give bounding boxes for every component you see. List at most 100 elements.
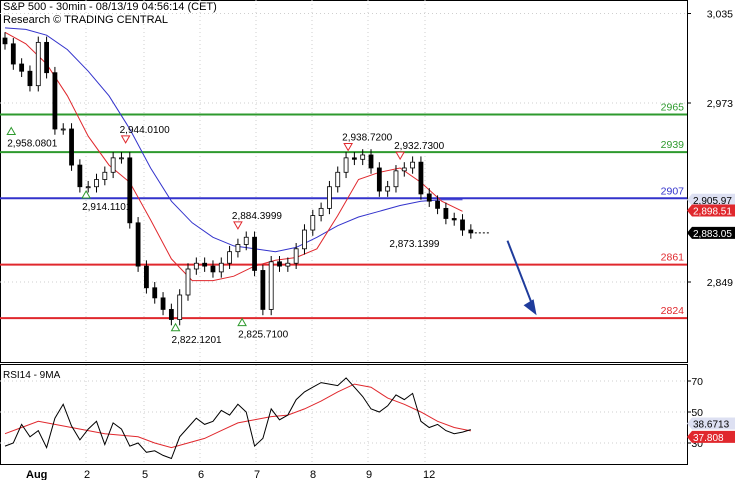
candle-body (451, 218, 457, 221)
candle-body (385, 186, 391, 192)
rsi-title: RSI14 - 9MA (3, 370, 61, 381)
chart-title: S&P 500 - 30min - 08/13/19 04:56:14 (CET… (3, 1, 217, 13)
candle-body (19, 63, 25, 72)
candle-body (327, 186, 332, 209)
price-axis: 3,035 2,973 2,849 Aug 2 5 6 7 8 9 12 2,905.972,898.… (26, 9, 735, 480)
candle-body (160, 297, 166, 310)
candle-body (177, 294, 183, 320)
candle-body (410, 161, 416, 169)
swing-low-label: 2,822.1201 (172, 335, 222, 346)
candle-body (27, 70, 33, 87)
candle-body (185, 268, 191, 296)
candle-body (94, 179, 99, 188)
projection-arrow (506, 240, 535, 309)
candle-body (376, 167, 382, 192)
rsi-panel-frame (0, 364, 688, 465)
level-label: 2907 (661, 185, 685, 197)
rsi-ma-line (4, 383, 471, 449)
rsi-panel: RSI14 - 9MA (0, 364, 688, 465)
swing-high-marker (120, 135, 131, 144)
x-tick-label: 12 (423, 469, 435, 480)
swing-high-marker (395, 151, 405, 161)
candle-body (426, 193, 432, 202)
rsi-tick-label: 50 (691, 407, 703, 419)
candle-body (52, 72, 58, 130)
candle-body (85, 186, 91, 189)
candle-body (193, 262, 199, 270)
candle-body (227, 251, 233, 264)
candle-body (152, 287, 158, 299)
swing-high-marker (343, 142, 354, 152)
rsi-tag-label: 37.808 (693, 433, 724, 444)
candle-body (127, 157, 133, 224)
rsi-tick-label: 30 (691, 438, 703, 450)
candle-body (110, 157, 116, 173)
candle-body (293, 248, 299, 264)
x-tick-label: 2 (84, 469, 90, 480)
price-tag-label: 2,883.05 (693, 229, 732, 240)
candle-body (102, 171, 108, 180)
candle-body (310, 215, 316, 231)
price-tag-bg (687, 204, 735, 217)
candle-body (260, 270, 266, 310)
candle-body (119, 157, 124, 160)
candle-body (243, 236, 249, 245)
candle-body (2, 37, 8, 45)
candle-body (460, 219, 465, 231)
candle-body (351, 157, 357, 160)
candle-body (202, 262, 208, 267)
candle-body (10, 43, 16, 65)
price-tag-bg (687, 193, 735, 206)
candle-body (144, 265, 149, 289)
price-tag-label: 2,898.51 (693, 207, 732, 218)
swing-high-label: 2,938.7200 (342, 132, 392, 143)
swing-low-label: 2,825.7100 (238, 330, 288, 341)
x-tick-label: Aug (26, 469, 47, 480)
chart-source: Research © TRADING CENTRAL (3, 14, 168, 26)
projection-arrowhead (523, 299, 537, 316)
candle-body (318, 207, 324, 216)
candle-body (44, 41, 49, 74)
candle-body (268, 261, 274, 310)
candle-body (35, 41, 41, 87)
candle-body (168, 309, 174, 320)
candle-body (468, 229, 474, 234)
candle-body (360, 154, 366, 160)
candle-body (235, 244, 241, 253)
candle-body (343, 157, 349, 173)
swing-high-label: 2,944.0100 (120, 125, 170, 136)
swing-low-marker (170, 322, 181, 332)
price-panel: 2965 2939 2907 2861 2824 2,958.0801 2,914.1101… (0, 0, 688, 363)
rsi-line (4, 377, 471, 460)
price-tag-label: 2,905.97 (693, 196, 732, 207)
price-tick-label: 2,973 (707, 98, 733, 110)
candle-body (401, 167, 407, 172)
level-label: 2824 (661, 305, 685, 317)
fast-ma-line (4, 31, 463, 282)
price-panel-frame (0, 0, 688, 363)
candle-body (285, 262, 291, 267)
candle-body (335, 171, 341, 188)
candle-body (368, 154, 374, 169)
rsi-tick-label: 70 (691, 376, 703, 388)
price-tick-label: 3,035 (707, 9, 733, 21)
swing-high-label: 2,932.7300 (394, 141, 444, 152)
price-tick-label: 2,849 (707, 277, 733, 289)
candle-body (277, 261, 282, 267)
x-tick-label: 7 (254, 469, 260, 480)
rsi-tag-label: 38.6713 (693, 420, 730, 431)
swing-low-marker (81, 190, 91, 199)
candle-body (302, 229, 307, 250)
x-tick-label: 9 (366, 469, 372, 480)
candle-body (393, 170, 399, 188)
swing-high-label: 2,884.3999 (232, 211, 282, 222)
x-tick-label: 5 (142, 469, 148, 480)
candle-body (210, 265, 216, 273)
level-label: 2939 (661, 139, 685, 151)
swing-low-label: 2,958.0801 (7, 139, 57, 150)
x-tick-label: 8 (310, 469, 316, 480)
candle-body (69, 128, 74, 166)
slow-ma-line (4, 27, 463, 253)
rsi-tag-bg (687, 417, 735, 430)
